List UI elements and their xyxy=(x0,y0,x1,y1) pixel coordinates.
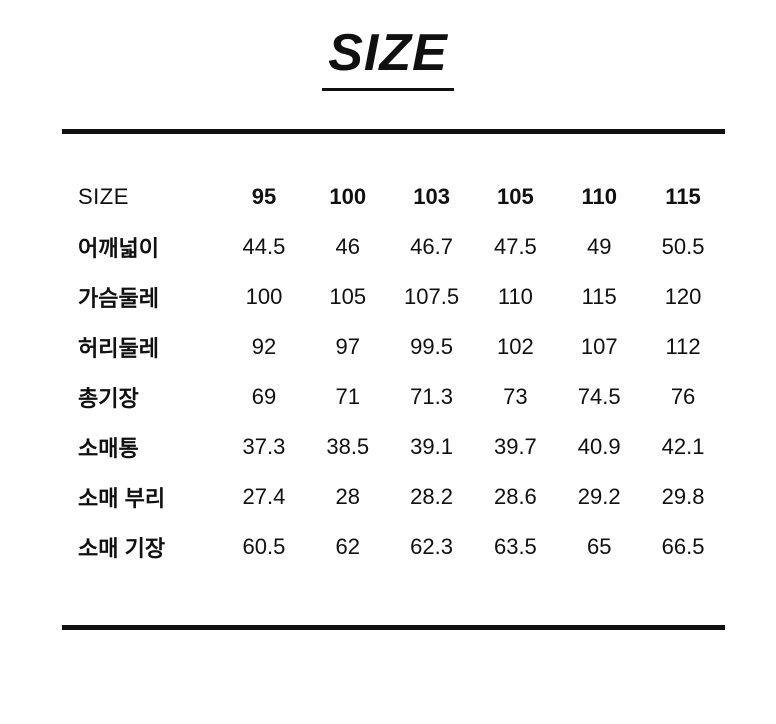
value-cell: 28.2 xyxy=(410,483,453,509)
value-cell: 71.3 xyxy=(410,383,453,409)
value-cell: 74.5 xyxy=(577,383,621,409)
value-cell: 27.4 xyxy=(242,483,286,509)
table-row: 가슴둘레 100 105 107.5 110 115 120 xyxy=(62,272,725,322)
value-cell: 28.6 xyxy=(493,483,537,509)
header-cell-corner: SIZE xyxy=(78,183,129,209)
value-cell: 29.2 xyxy=(577,483,621,509)
table-row: 소매통 37.3 38.5 39.1 39.7 40.9 42.1 xyxy=(62,422,725,472)
header-cell-size: 110 xyxy=(581,183,617,209)
value-cell: 100 xyxy=(245,283,283,309)
value-cell: 63.5 xyxy=(493,533,537,559)
row-label: 총기장 xyxy=(78,385,139,411)
value-cell: 115 xyxy=(581,283,617,309)
value-cell: 71 xyxy=(335,383,360,409)
value-cell: 120 xyxy=(664,283,702,309)
value-cell: 62 xyxy=(335,533,360,559)
header-cell-size: 105 xyxy=(497,183,534,209)
header-cell-size: 103 xyxy=(413,183,450,209)
value-cell: 102 xyxy=(497,333,534,359)
value-cell: 62.3 xyxy=(410,533,453,559)
value-cell: 92 xyxy=(251,333,277,359)
value-cell: 65 xyxy=(586,533,612,559)
value-cell: 47.5 xyxy=(493,233,537,259)
top-divider xyxy=(62,128,725,134)
value-cell: 76 xyxy=(670,383,696,409)
row-label: 소매 부리 xyxy=(78,485,166,511)
size-table-body: 어깨넓이 44.5 46 46.7 47.5 49 50.5 가슴둘레 100 105 107.5 1… xyxy=(62,222,725,572)
value-cell: 99.5 xyxy=(410,333,453,359)
value-cell: 69 xyxy=(251,383,277,409)
value-cell: 73 xyxy=(503,383,528,409)
table-row: 허리둘레 92 97 99.5 102 107 112 xyxy=(62,322,725,372)
table-row: 어깨넓이 44.5 46 46.7 47.5 49 50.5 xyxy=(62,222,725,272)
value-cell: 107 xyxy=(580,333,618,359)
row-label: 허리둘레 xyxy=(78,335,159,361)
row-label: 어깨넓이 xyxy=(78,235,159,261)
size-table: SIZE 95 100 103 105 110 115 어깨넓이 44.5 46 46.7 47.5… xyxy=(62,172,725,572)
header-cell-size: 100 xyxy=(329,183,367,209)
value-cell: 110 xyxy=(497,283,533,309)
value-cell: 40.9 xyxy=(577,433,621,459)
value-cell: 97 xyxy=(335,333,360,359)
value-cell: 107.5 xyxy=(404,283,460,309)
value-cell: 46.7 xyxy=(410,233,453,259)
title-section: SIZE xyxy=(0,0,776,91)
value-cell: 39.1 xyxy=(410,433,453,459)
value-cell: 66.5 xyxy=(661,533,705,559)
value-cell: 46 xyxy=(335,233,360,259)
value-cell: 50.5 xyxy=(661,233,705,259)
table-row: 소매 부리 27.4 28 28.2 28.6 29.2 29.8 xyxy=(62,472,725,522)
page-title: SIZE xyxy=(322,24,454,91)
header-cell-size: 95 xyxy=(251,183,277,209)
table-row: 총기장 69 71 71.3 73 74.5 76 xyxy=(62,372,725,422)
value-cell: 39.7 xyxy=(493,433,537,459)
value-cell: 49 xyxy=(586,233,612,259)
value-cell: 105 xyxy=(329,283,367,309)
size-table-head: SIZE 95 100 103 105 110 115 xyxy=(62,172,725,222)
value-cell: 60.5 xyxy=(242,533,286,559)
row-label: 가슴둘레 xyxy=(78,285,159,311)
table-row: 소매 기장 60.5 62 62.3 63.5 65 66.5 xyxy=(62,522,725,572)
value-cell: 28 xyxy=(335,483,360,509)
row-label: 소매 기장 xyxy=(78,535,166,561)
row-label: 소매통 xyxy=(78,435,139,461)
size-table-head-row: SIZE 95 100 103 105 110 115 xyxy=(62,172,725,222)
value-cell: 29.8 xyxy=(661,483,705,509)
value-cell: 37.3 xyxy=(242,433,286,459)
value-cell: 38.5 xyxy=(326,433,370,459)
header-cell-size: 115 xyxy=(665,183,701,209)
value-cell: 44.5 xyxy=(242,233,286,259)
bottom-divider xyxy=(62,624,725,630)
value-cell: 42.1 xyxy=(661,433,705,459)
value-cell: 112 xyxy=(665,333,701,359)
